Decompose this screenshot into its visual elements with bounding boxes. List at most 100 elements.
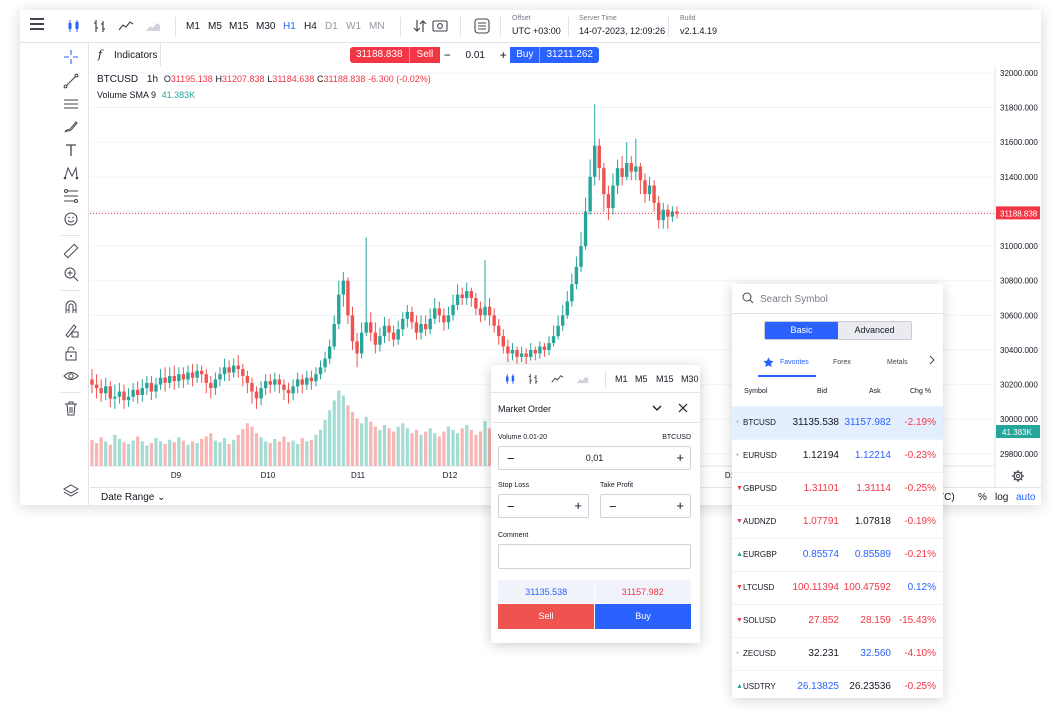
- watchlist-row[interactable]: ● BTCUSD 31135.538 31157.982 -2.19%: [732, 406, 943, 439]
- trash-icon[interactable]: [63, 400, 79, 416]
- quick-sell-button[interactable]: Sell: [408, 47, 441, 63]
- comment-input[interactable]: [498, 544, 691, 569]
- volume-bar: [250, 426, 254, 466]
- quick-buy-button[interactable]: Buy: [510, 47, 541, 63]
- volume-bar: [222, 438, 227, 466]
- tab-metals[interactable]: Metals: [887, 359, 908, 366]
- candle-body: [446, 315, 451, 323]
- emoji-icon[interactable]: [63, 211, 79, 227]
- candle-body: [145, 382, 149, 389]
- fx-icon[interactable]: f: [98, 48, 103, 61]
- volume-legend: Volume SMA 9 41.383K: [97, 90, 195, 100]
- brush-icon[interactable]: [63, 119, 79, 135]
- tab-favorites[interactable]: Favorites: [780, 359, 809, 366]
- tf-mn[interactable]: MN: [369, 21, 385, 32]
- watchlist-row[interactable]: ● EURUSD 1.12194 1.12214 -0.23%: [732, 439, 943, 472]
- mode-advanced-button[interactable]: Advanced: [838, 322, 911, 339]
- take-profit-increase-button[interactable]: +: [676, 498, 684, 513]
- volume-bar: [373, 426, 377, 466]
- layers-icon[interactable]: [63, 483, 79, 499]
- op-tf-m1[interactable]: M1: [615, 374, 628, 384]
- tf-h4[interactable]: H4: [304, 21, 317, 32]
- volume-decrease-button[interactable]: −: [507, 451, 515, 466]
- bars-chart-icon[interactable]: [92, 19, 108, 33]
- watchlist-row[interactable]: ● ZECUSD 32.231 32.560 -4.10%: [732, 637, 943, 670]
- ruler-icon[interactable]: [63, 243, 79, 259]
- sell-button[interactable]: Sell: [498, 604, 594, 629]
- mode-basic-button[interactable]: Basic: [765, 322, 838, 339]
- volume-bar: [286, 442, 291, 466]
- volume-stepper[interactable]: − 0,01 +: [498, 446, 691, 470]
- close-icon[interactable]: [678, 403, 688, 413]
- watchlist-row[interactable]: ▼ GBPUSD 1.31101 1.31114 -0.25%: [732, 472, 943, 505]
- eye-icon[interactable]: [63, 368, 79, 384]
- stop-loss-decrease-button[interactable]: −: [507, 499, 515, 514]
- pattern-icon[interactable]: [63, 165, 79, 181]
- fib-icon[interactable]: [63, 188, 79, 204]
- tf-d1[interactable]: D1: [325, 21, 338, 32]
- volume-increase-button[interactable]: +: [676, 450, 684, 465]
- candles-chart-icon[interactable]: [66, 19, 82, 33]
- area-chart-icon[interactable]: [576, 373, 589, 385]
- take-profit-stepper[interactable]: − +: [600, 494, 691, 518]
- watchlist-row[interactable]: ▼ SOLUSD 27.852 28.159 -15.43%: [732, 604, 943, 637]
- take-profit-decrease-button[interactable]: −: [609, 499, 617, 514]
- area-chart-icon[interactable]: [145, 19, 161, 33]
- horizontal-lines-icon[interactable]: [63, 96, 79, 112]
- buy-button[interactable]: Buy: [595, 604, 691, 629]
- magnet-icon[interactable]: [63, 299, 79, 315]
- candles-chart-icon[interactable]: [504, 373, 517, 385]
- volume-input[interactable]: 0,01: [585, 453, 604, 463]
- lock-drawings-icon[interactable]: [63, 322, 79, 338]
- op-tf-m15[interactable]: M15: [656, 374, 674, 384]
- quick-buy-price[interactable]: 31211.262: [540, 47, 599, 63]
- watchlist-row[interactable]: ▲ USDTRY 26.13825 26.23536 -0.25%: [732, 670, 943, 698]
- watchlist-row[interactable]: ▼ AUDNZD 1.07791 1.07818 -0.19%: [732, 505, 943, 538]
- stop-loss-increase-button[interactable]: +: [574, 498, 582, 513]
- candle-body: [149, 382, 154, 392]
- tf-m15[interactable]: M15: [229, 21, 249, 32]
- candle-body: [478, 308, 483, 316]
- line-chart-icon[interactable]: [551, 373, 564, 385]
- percent-scale-button[interactable]: %: [978, 492, 987, 503]
- tf-m5[interactable]: M5: [208, 21, 222, 32]
- tf-h1[interactable]: H1: [283, 21, 296, 32]
- trade-arrows-icon[interactable]: [412, 19, 428, 33]
- tf-m30[interactable]: M30: [256, 21, 276, 32]
- stop-loss-stepper[interactable]: − +: [498, 494, 589, 518]
- line-chart-icon[interactable]: [118, 19, 134, 33]
- op-tf-m30[interactable]: M30: [681, 374, 699, 384]
- candle-body: [172, 375, 176, 382]
- zoom-in-icon[interactable]: [63, 266, 79, 282]
- quick-sell-price[interactable]: 31188.838: [350, 47, 409, 63]
- log-scale-button[interactable]: log: [995, 492, 1009, 503]
- row-ask: 100.47592: [843, 582, 891, 593]
- tf-w1[interactable]: W1: [346, 21, 361, 32]
- chevron-down-icon[interactable]: [652, 403, 662, 413]
- crosshair-icon[interactable]: [63, 49, 79, 65]
- tf-m1[interactable]: M1: [186, 21, 200, 32]
- op-tf-m5[interactable]: M5: [635, 374, 648, 384]
- quick-qty-increase[interactable]: +: [499, 48, 507, 62]
- text-tool-icon[interactable]: [63, 142, 79, 158]
- symbol-search-input[interactable]: [760, 291, 930, 307]
- tab-forex[interactable]: Forex: [833, 359, 851, 366]
- trend-line-icon[interactable]: [63, 73, 79, 89]
- auto-scale-button[interactable]: auto: [1016, 492, 1036, 503]
- chevron-right-icon[interactable]: [928, 355, 936, 365]
- timezone-button[interactable]: TC): [938, 492, 955, 503]
- watchlist-row[interactable]: ▲ EURGBP 0.85574 0.85589 -0.21%: [732, 538, 943, 571]
- lock-icon[interactable]: [63, 345, 79, 361]
- row-bid: 26.13825: [797, 681, 839, 692]
- quick-qty-input[interactable]: 0.01: [465, 49, 485, 61]
- bars-chart-icon[interactable]: [527, 373, 540, 385]
- quick-qty-decrease[interactable]: −: [443, 48, 451, 62]
- volume-bar: [181, 440, 185, 466]
- candle-body: [177, 374, 181, 382]
- date-range-button[interactable]: Date Range ⌄: [101, 492, 166, 503]
- cash-icon[interactable]: [432, 19, 448, 33]
- indicators-button[interactable]: Indicators: [114, 50, 158, 61]
- order-list-icon[interactable]: [474, 18, 490, 34]
- watchlist-row[interactable]: ▼ LTCUSD 100.11394 100.47592 0.12%: [732, 571, 943, 604]
- menu-icon[interactable]: [30, 18, 44, 30]
